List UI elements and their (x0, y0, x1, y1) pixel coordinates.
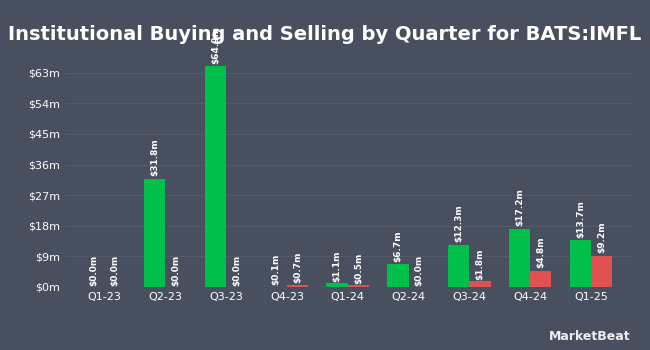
Text: $4.8m: $4.8m (536, 236, 545, 268)
Bar (509, 229, 530, 287)
Text: $17.2m: $17.2m (515, 188, 524, 226)
Text: $64.9m: $64.9m (211, 26, 220, 64)
Text: $0.0m: $0.0m (111, 254, 120, 286)
Bar (287, 285, 308, 287)
Text: $6.7m: $6.7m (393, 230, 402, 261)
Text: $0.7m: $0.7m (293, 252, 302, 283)
Text: $0.0m: $0.0m (415, 254, 424, 286)
Bar (530, 271, 551, 287)
Bar (387, 264, 409, 287)
Text: $12.3m: $12.3m (454, 205, 463, 243)
Text: $9.2m: $9.2m (597, 222, 606, 253)
Bar (569, 240, 591, 287)
Text: $1.8m: $1.8m (476, 248, 484, 280)
Bar (144, 179, 165, 287)
Text: $13.7m: $13.7m (576, 200, 585, 238)
Bar (469, 281, 491, 287)
Text: $0.0m: $0.0m (232, 254, 241, 286)
Text: $0.0m: $0.0m (172, 254, 181, 286)
Text: $31.8m: $31.8m (150, 138, 159, 176)
Text: Institutional Buying and Selling by Quarter for BATS:IMFL: Institutional Buying and Selling by Quar… (8, 25, 642, 43)
Bar (591, 256, 612, 287)
Text: $0.5m: $0.5m (354, 253, 363, 284)
Bar (205, 66, 226, 287)
Text: $1.1m: $1.1m (333, 250, 342, 282)
Text: $0.1m: $0.1m (272, 254, 281, 285)
Text: MarketBeat: MarketBeat (549, 330, 630, 343)
Bar (448, 245, 469, 287)
Bar (326, 283, 348, 287)
Bar (348, 285, 369, 287)
Text: $0.0m: $0.0m (90, 254, 98, 286)
